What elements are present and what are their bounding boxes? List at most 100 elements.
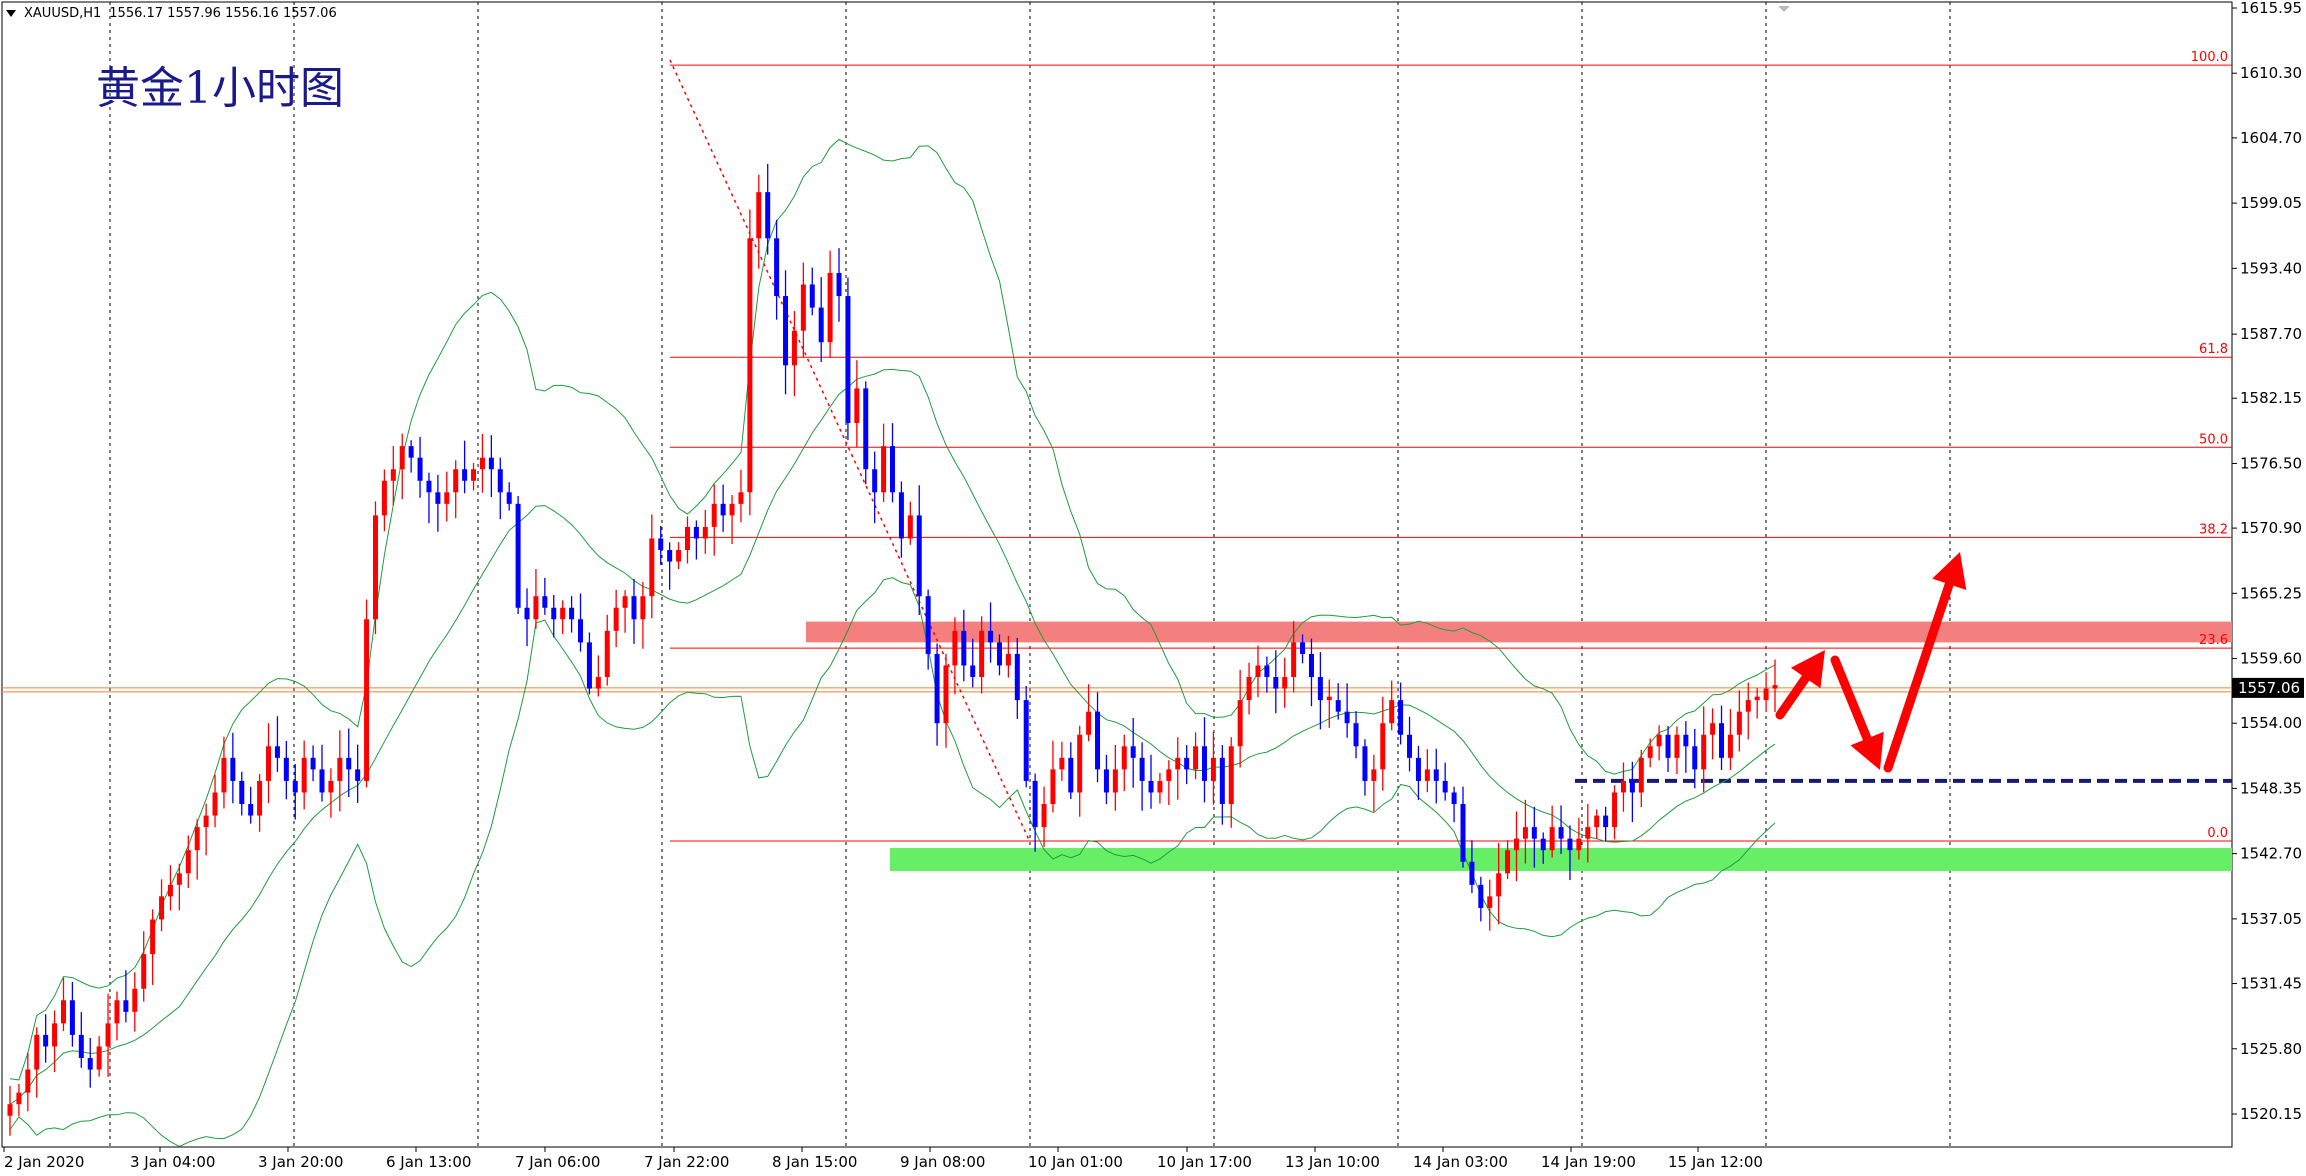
candle-body-170: [1522, 827, 1528, 839]
time-tick-label-11: 14 Jan 03:00: [1413, 1153, 1508, 1171]
candlesticks: [7, 163, 1778, 1136]
arrow-down-head: [1850, 731, 1884, 770]
candle-body-6: [60, 1000, 66, 1024]
candle-body-12: [114, 1000, 120, 1024]
candle-body-121: [1086, 711, 1092, 735]
candle-body-71: [640, 596, 646, 620]
candle-body-44: [399, 446, 405, 470]
candle-body-145: [1300, 642, 1306, 654]
price-tick-label-12: 1548.35: [2240, 779, 2302, 797]
candle-body-96: [863, 388, 869, 470]
candle-body-91: [818, 307, 824, 343]
candle-body-180: [1612, 792, 1618, 828]
candle-body-29: [266, 746, 272, 781]
candle-body-57: [515, 503, 521, 608]
candle-body-155: [1389, 700, 1395, 724]
candle-body-7: [69, 1000, 75, 1035]
candle-body-76: [684, 526, 690, 551]
band-middle: [9, 368, 1776, 1105]
candle-body-124: [1112, 769, 1118, 793]
candle-body-119: [1068, 757, 1074, 793]
candle-body-178: [1594, 815, 1600, 828]
time-tick-label-1: 3 Jan 04:00: [130, 1153, 215, 1171]
price-tick-label-8: 1570.90: [2240, 519, 2302, 537]
forecast-arrows: [1775, 6, 1967, 773]
candle-body-103: [925, 596, 931, 654]
candle-body-132: [1184, 757, 1190, 770]
candle-body-24: [221, 757, 227, 793]
candle-body-101: [907, 515, 913, 539]
candle-body-128: [1148, 780, 1154, 793]
candle-body-144: [1291, 642, 1297, 678]
current-price-box: [2232, 677, 2304, 698]
candle-body-177: [1585, 827, 1591, 839]
candle-body-108: [970, 665, 976, 678]
candle-body-102: [916, 515, 922, 597]
time-tick-label-9: 10 Jan 17:00: [1157, 1153, 1252, 1171]
candle-body-187: [1674, 734, 1680, 758]
candle-body-120: [1077, 734, 1083, 793]
candle-body-52: [471, 469, 477, 481]
support-zone: [890, 847, 2232, 871]
candle-body-176: [1576, 838, 1582, 851]
candle-body-193: [1727, 734, 1733, 758]
candle-body-135: [1210, 757, 1216, 781]
price-zones: [2, 621, 2232, 871]
fib-label-5: 0.0: [2207, 826, 2228, 841]
candle-body-65: [586, 642, 592, 689]
candle-body-9: [87, 1058, 93, 1070]
candle-body-192: [1719, 723, 1725, 758]
fib-label-0: 100.0: [2191, 50, 2228, 65]
candle-body-174: [1558, 827, 1564, 839]
candle-body-56: [506, 492, 512, 504]
candle-body-116: [1041, 804, 1047, 828]
fibonacci-levels: 100.0 61.8 50.0 38.2 23.6 0.0: [670, 50, 2232, 842]
candle-body-157: [1407, 734, 1413, 758]
candle-body-27: [248, 804, 254, 816]
candle-body-59: [533, 596, 539, 620]
candle-body-169: [1513, 838, 1519, 851]
candle-body-72: [649, 538, 655, 597]
time-tick-label-0: 2 Jan 2020: [4, 1153, 84, 1171]
candle-body-151: [1353, 723, 1359, 747]
fib-label-3: 38.2: [2199, 522, 2228, 537]
price-tick-label-9: 1565.25: [2240, 584, 2302, 602]
candle-body-51: [462, 469, 468, 481]
candle-body-46: [417, 457, 423, 481]
candle-body-188: [1683, 734, 1689, 747]
candle-body-109: [979, 630, 985, 678]
candle-body-90: [809, 284, 815, 308]
candle-body-137: [1228, 746, 1234, 805]
candle-body-189: [1692, 746, 1698, 770]
candle-body-197: [1763, 688, 1769, 701]
vertical-grid: [109, 2, 1951, 1147]
candle-body-191: [1710, 723, 1716, 735]
candle-body-75: [676, 550, 682, 562]
candle-body-36: [328, 780, 334, 793]
candle-body-125: [1121, 746, 1127, 770]
candle-body-49: [444, 492, 450, 504]
candle-body-152: [1362, 746, 1368, 781]
arrow-down-shaft: [1830, 655, 1872, 744]
candle-body-181: [1620, 780, 1626, 793]
candle-body-167: [1496, 873, 1502, 897]
time-tick-label-5: 7 Jan 22:00: [644, 1153, 729, 1171]
candle-body-81: [729, 503, 735, 516]
candle-body-39: [355, 769, 361, 781]
candle-body-19: [176, 873, 182, 885]
price-tick-label-7: 1576.50: [2240, 454, 2302, 472]
candle-body-117: [1050, 769, 1056, 805]
candle-body-8: [78, 1034, 84, 1059]
time-tick-label-4: 7 Jan 06:00: [515, 1153, 600, 1171]
dropdown-triangle-icon[interactable]: [6, 10, 16, 17]
candle-body-64: [578, 619, 584, 643]
candle-body-143: [1282, 677, 1288, 689]
candle-body-140: [1255, 665, 1261, 678]
candle-body-146: [1308, 653, 1314, 678]
fib-trend-line: [669, 59, 1031, 843]
candle-body-171: [1531, 827, 1537, 839]
candle-body-106: [952, 630, 958, 666]
candle-body-126: [1130, 746, 1136, 758]
ohlc-readout: 1556.17 1557.96 1556.16 1557.06: [109, 6, 337, 21]
candle-body-87: [783, 296, 789, 366]
